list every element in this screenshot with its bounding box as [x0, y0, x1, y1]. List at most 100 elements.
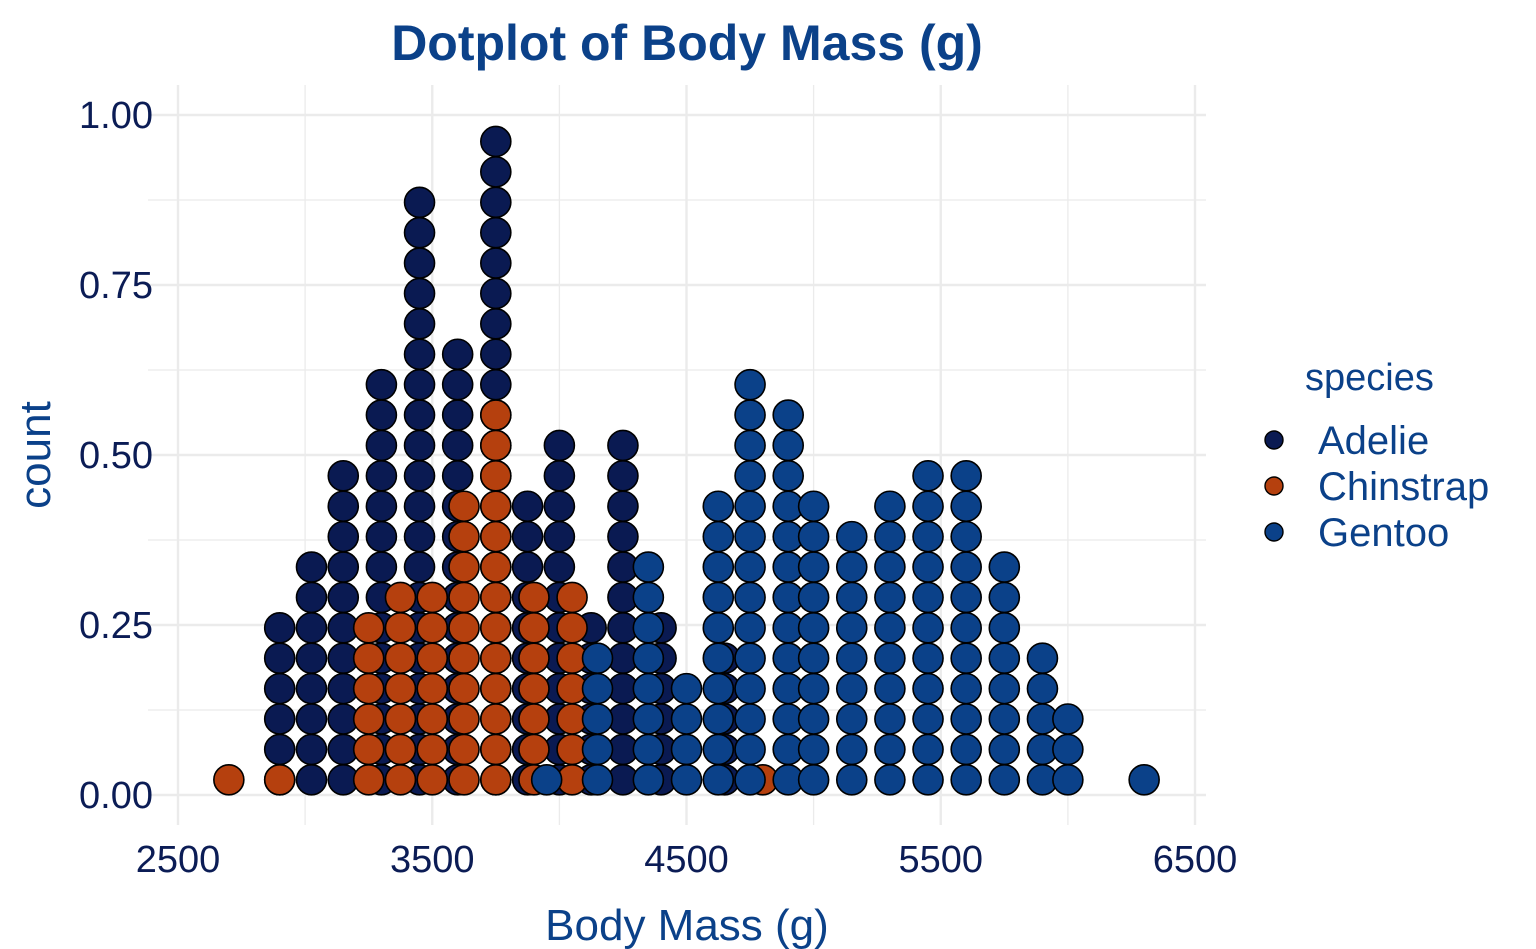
data-point-gentoo [950, 612, 982, 644]
data-point-gentoo [734, 733, 766, 766]
data-point-gentoo [797, 581, 830, 614]
data-point-gentoo [950, 490, 982, 523]
data-point-gentoo [702, 612, 735, 644]
data-point-adelie [543, 520, 576, 553]
data-point-adelie [480, 338, 512, 371]
y-tick-label: 0.25 [79, 605, 153, 647]
data-point-gentoo [702, 764, 735, 796]
data-point-gentoo [702, 490, 735, 523]
data-point-gentoo [835, 581, 868, 614]
data-point-chinstrap [480, 703, 512, 735]
data-point-gentoo [835, 672, 868, 705]
data-point-adelie [403, 186, 436, 219]
data-point-adelie [441, 338, 474, 371]
data-point-adelie [441, 460, 474, 492]
data-point-gentoo [734, 612, 766, 644]
data-point-gentoo [530, 764, 563, 796]
data-point-adelie [295, 672, 328, 705]
data-point-gentoo [581, 642, 614, 675]
data-point-gentoo [912, 764, 944, 796]
data-point-gentoo [632, 551, 665, 583]
data-point-gentoo [702, 520, 735, 553]
data-point-chinstrap [448, 672, 480, 705]
data-point-gentoo [950, 764, 982, 796]
data-point-chinstrap [416, 672, 449, 705]
data-point-chinstrap [480, 551, 512, 583]
data-point-chinstrap [416, 733, 449, 766]
data-point-adelie [365, 429, 398, 462]
data-point-gentoo [772, 460, 805, 492]
data-point-adelie [403, 490, 436, 523]
data-point-gentoo [702, 703, 735, 735]
data-point-adelie [263, 642, 296, 675]
data-point-gentoo [988, 733, 1021, 766]
data-point-gentoo [988, 764, 1021, 796]
legend-label-gentoo: Gentoo [1318, 511, 1449, 555]
data-point-adelie [403, 247, 436, 279]
data-point-gentoo [670, 672, 703, 705]
data-point-chinstrap [384, 733, 417, 766]
y-axis-ticks: 0.00 0.25 0.50 0.75 1.00 [79, 95, 153, 817]
data-point-gentoo [797, 520, 830, 553]
data-point-gentoo [988, 551, 1021, 583]
data-point-gentoo [632, 581, 665, 614]
data-point-chinstrap [480, 642, 512, 675]
data-point-gentoo [912, 642, 944, 675]
data-point-gentoo [581, 733, 614, 766]
data-point-gentoo [835, 520, 868, 553]
data-point-gentoo [797, 642, 830, 675]
data-point-chinstrap [518, 642, 550, 675]
data-point-gentoo [581, 764, 614, 796]
data-point-gentoo [988, 672, 1021, 705]
data-point-chinstrap [352, 672, 385, 705]
data-point-gentoo [632, 672, 665, 705]
data-point-gentoo [1128, 764, 1160, 796]
data-point-chinstrap [448, 581, 480, 614]
data-point-adelie [403, 216, 436, 249]
data-point-chinstrap [518, 703, 550, 735]
data-point-adelie [365, 551, 398, 583]
data-point-gentoo [797, 672, 830, 705]
data-point-adelie [327, 520, 360, 553]
data-point-gentoo [835, 551, 868, 583]
data-point-chinstrap [384, 703, 417, 735]
data-point-chinstrap [352, 703, 385, 735]
data-point-chinstrap [480, 460, 512, 492]
data-point-gentoo [772, 399, 805, 431]
data-point-gentoo [797, 703, 830, 735]
data-point-adelie [327, 460, 360, 492]
data-point-gentoo [874, 612, 906, 644]
y-tick-label: 0.75 [79, 265, 153, 307]
data-point-gentoo [734, 672, 766, 705]
data-point-gentoo [950, 703, 982, 735]
chart-title: Dotplot of Body Mass (g) [391, 15, 983, 71]
data-point-gentoo [912, 460, 944, 492]
data-point-chinstrap [416, 703, 449, 735]
x-tick-label: 2500 [136, 839, 221, 881]
data-point-chinstrap [384, 672, 417, 705]
x-tick-label: 6500 [1153, 839, 1238, 881]
data-point-gentoo [734, 490, 766, 523]
data-point-chinstrap [384, 581, 417, 614]
data-point-adelie [543, 490, 576, 523]
data-point-adelie [607, 520, 639, 553]
data-point-adelie [403, 520, 436, 553]
data-point-gentoo [950, 733, 982, 766]
data-point-gentoo [874, 672, 906, 705]
data-point-gentoo [670, 764, 703, 796]
data-point-adelie [263, 703, 296, 735]
data-point-gentoo [734, 764, 766, 796]
data-point-adelie [480, 247, 512, 279]
data-point-gentoo [988, 703, 1021, 735]
data-point-chinstrap [556, 581, 588, 614]
data-point-chinstrap [352, 764, 385, 796]
data-point-chinstrap [416, 642, 449, 675]
data-point-chinstrap [448, 703, 480, 735]
data-point-gentoo [1052, 703, 1084, 735]
x-axis-title: Body Mass (g) [545, 901, 829, 949]
data-point-chinstrap [448, 764, 480, 796]
data-point-gentoo [950, 581, 982, 614]
data-point-adelie [327, 581, 360, 614]
legend-key-chinstrap [1264, 476, 1284, 496]
data-point-gentoo [950, 551, 982, 583]
